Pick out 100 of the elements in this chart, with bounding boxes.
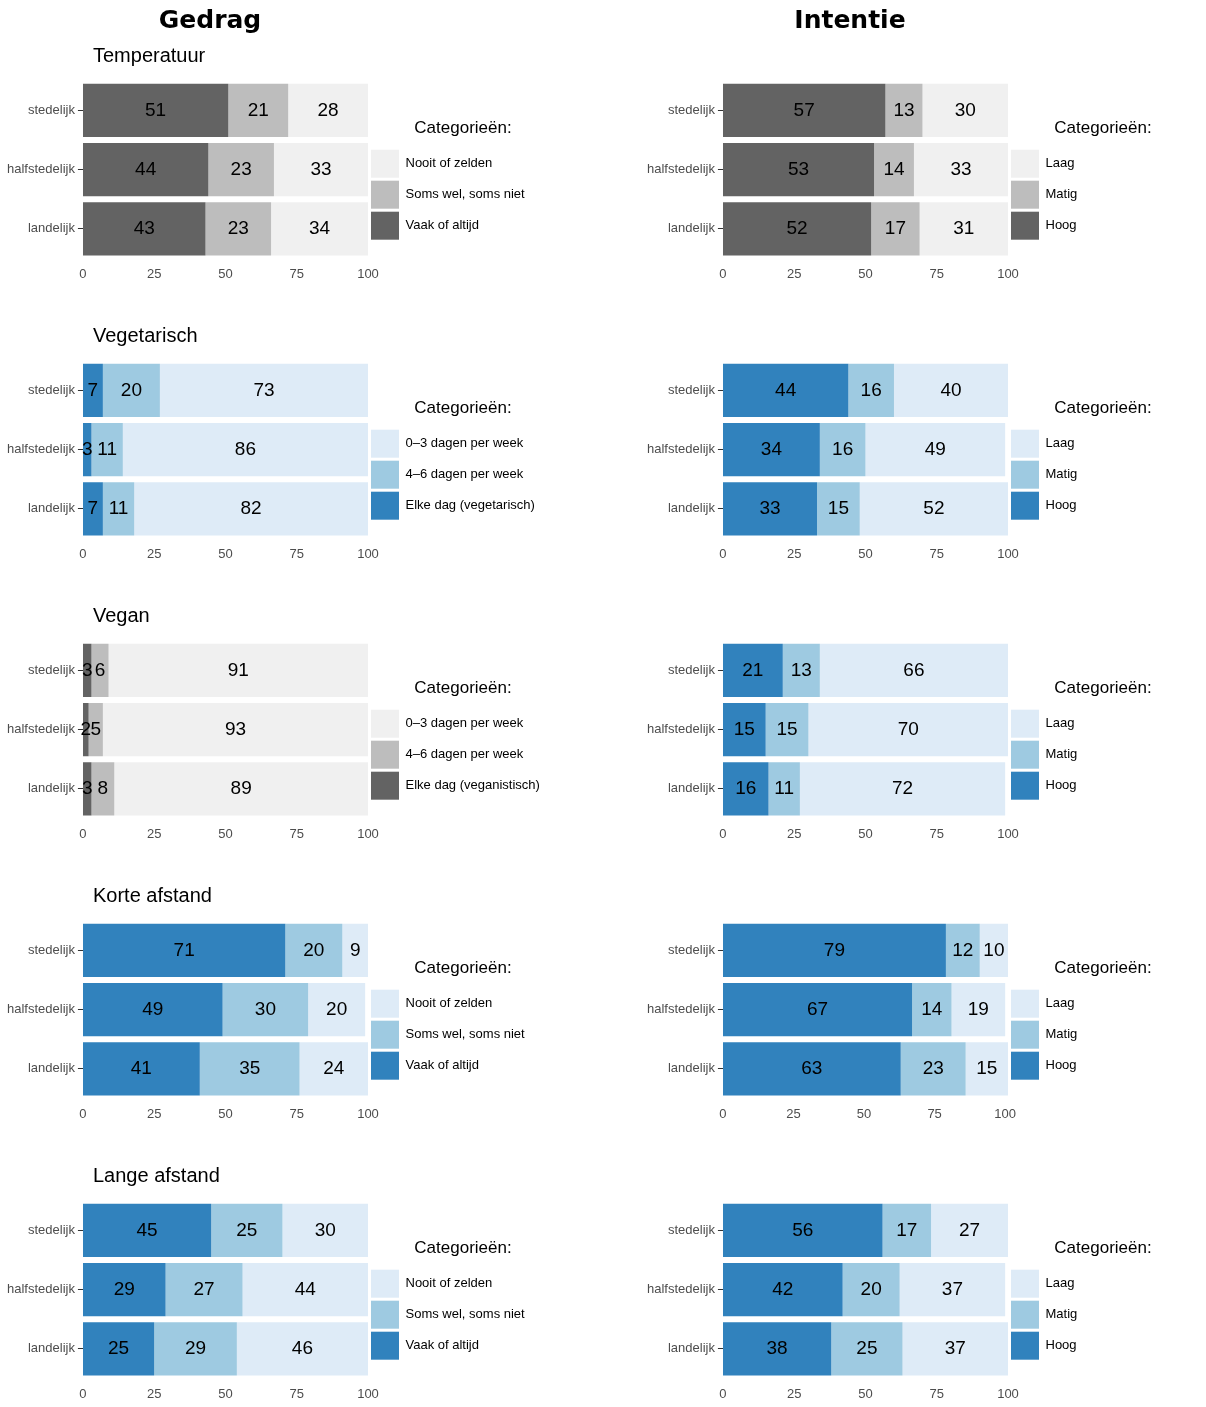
bar [931,1203,1008,1258]
data-label: 30 [954,98,976,120]
legend-label: Laag [1045,1275,1075,1291]
y-tick-label: landelijk [27,1340,76,1356]
bar [882,1203,932,1258]
data-label: 15 [976,1057,998,1079]
bar [765,702,809,757]
bar [82,982,223,1037]
bar [722,1203,883,1258]
bar [831,1322,903,1376]
data-label: 25 [236,1218,258,1240]
data-label: 70 [897,717,919,739]
bar [799,762,1006,816]
x-tick-label: 25 [786,1105,801,1121]
legend-label: Laag [1045,435,1075,451]
y-tick-label: stedelijk [27,1221,76,1237]
data-label: 20 [326,997,348,1019]
legend-label: Soms wel, soms niet [405,1026,526,1042]
x-tick-label: 25 [146,1385,162,1401]
data-label: 33 [310,157,332,179]
x-tick-label: 50 [218,1105,233,1121]
data-label: 23 [227,217,249,239]
y-tick-label: landelijk [27,220,76,236]
legend-title: Categorieën: [1054,1238,1152,1258]
x-tick-label: 0 [719,545,727,561]
x-tick-label: 25 [786,1385,802,1401]
bar [82,482,103,536]
x-tick-label: 0 [79,1385,87,1401]
x-tick-label: 25 [786,825,802,841]
legend-label: Elke dag (veganistisch) [405,777,540,793]
data-label: 3 [81,437,93,459]
bar [82,202,206,256]
data-label: 7 [87,497,99,519]
data-label: 23 [230,157,252,179]
data-label: 5 [90,717,102,739]
bar [165,1262,243,1317]
legend-label: Laag [1045,995,1075,1011]
data-label: 49 [142,997,164,1019]
legend-title: Categorieën: [414,958,512,978]
x-tick-label: 75 [289,825,304,841]
x-tick-label: 50 [218,265,233,281]
chart-title: Temperatuur [93,43,206,68]
x-tick-label: 75 [929,545,944,561]
data-label: 9 [349,938,361,960]
x-tick-label: 50 [858,1385,873,1401]
data-label: 15 [776,717,798,739]
bar [768,762,800,816]
data-label: 6 [94,658,106,680]
data-label: 33 [950,157,972,179]
data-label: 12 [952,938,974,960]
y-tick-label: landelijk [667,780,716,796]
x-tick-label: 75 [927,1105,942,1121]
data-label: 30 [314,1218,336,1240]
text: Intentie [793,4,907,36]
legend-label: Hoog [1045,777,1077,793]
legend-title: Categorieën: [414,1238,512,1258]
legend-title: Categorieën: [1054,958,1152,978]
bar [282,1203,368,1258]
data-label: 24 [323,1057,345,1079]
bar [228,83,289,138]
x-tick-label: 75 [289,265,304,281]
y-tick-label: landelijk [667,220,716,236]
data-label: 11 [108,497,129,519]
data-label: 63 [801,1057,823,1079]
legend-label: Hoog [1045,1057,1077,1073]
data-label: 56 [792,1218,814,1240]
data-label: 25 [856,1337,878,1359]
legend-title: Categorieën: [1054,118,1152,138]
bar [893,363,1008,418]
data-label: 52 [923,497,945,519]
x-tick-label: 50 [858,825,873,841]
x-tick-label: 75 [929,265,944,281]
x-tick-label: 50 [858,265,873,281]
data-label: 28 [317,98,339,120]
data-label: 16 [860,378,882,400]
legend-label: Soms wel, soms niet [405,186,526,202]
data-label: 38 [766,1337,788,1359]
bar [236,1322,368,1376]
bar [82,83,229,138]
data-label: 21 [742,658,764,680]
x-tick-label: 100 [357,1105,379,1121]
bar [299,1042,368,1096]
x-tick-label: 25 [146,545,162,561]
bar [722,923,946,978]
bar [82,1203,212,1258]
data-label: 8 [97,777,109,799]
y-tick-label: landelijk [27,500,76,516]
data-label: 82 [240,497,262,519]
data-label: 86 [234,437,256,459]
data-label: 40 [940,378,962,400]
data-label: 44 [775,378,797,400]
data-label: 25 [107,1337,130,1359]
x-tick-label: 100 [357,1385,379,1401]
y-tick-label: landelijk [27,780,76,796]
bar [848,363,894,418]
data-label: 66 [903,658,925,680]
bar [722,643,783,698]
bar [273,142,368,197]
legend-label: Matig [1045,1306,1078,1322]
bar [722,422,820,477]
